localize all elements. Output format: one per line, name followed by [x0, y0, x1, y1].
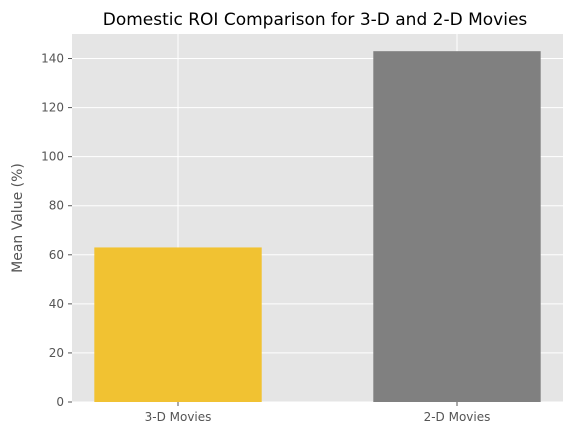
y-tick-label: 140: [41, 52, 64, 66]
bar-2-d-movies: [373, 51, 541, 402]
y-tick-label: 120: [41, 101, 64, 115]
y-axis-label: Mean Value (%): [10, 163, 26, 273]
bar-3-d-movies: [94, 247, 262, 402]
x-tick-label: 2-D Movies: [424, 410, 491, 424]
bars: [94, 51, 541, 402]
y-axis-ticks: 0 20 40 60 80 100 120 140: [41, 52, 72, 409]
y-tick-label: 100: [41, 150, 64, 164]
y-tick-label: 40: [49, 297, 64, 311]
x-tick-label: 3-D Movies: [145, 410, 212, 424]
y-tick-label: 80: [49, 199, 64, 213]
y-tick-label: 20: [49, 346, 64, 360]
y-tick-label: 0: [56, 395, 64, 409]
chart-title: Domestic ROI Comparison for 3-D and 2-D …: [103, 10, 528, 30]
x-axis-ticks: 3-D Movies 2-D Movies: [145, 402, 491, 424]
y-tick-label: 60: [49, 248, 64, 262]
